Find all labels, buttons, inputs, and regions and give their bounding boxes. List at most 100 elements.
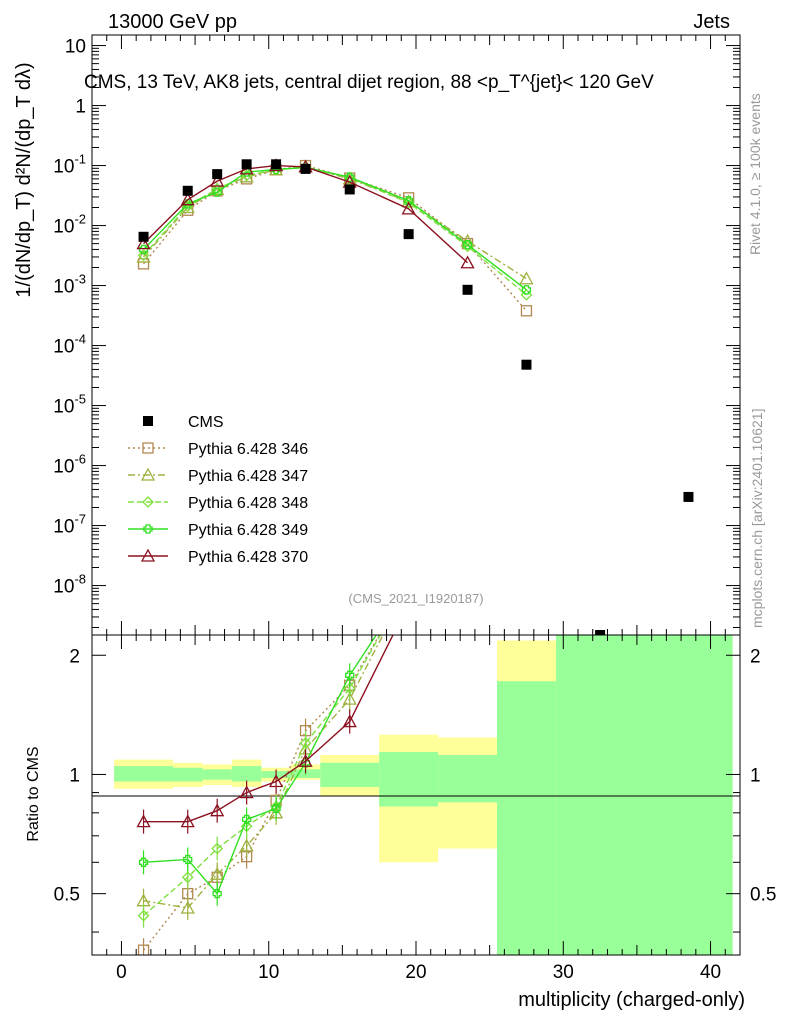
legend-label: Pythia 6.428 370: [188, 549, 308, 566]
cms-data-point: [182, 185, 193, 196]
y-tick-label: 10-2: [53, 212, 86, 238]
rivet-label-text: Rivet 4.1.0, ≥ 100k events: [747, 93, 763, 255]
series-marker: [239, 838, 254, 852]
series-marker: [180, 814, 195, 828]
ratio-y-tick-label-right: 2: [750, 646, 761, 667]
series-marker: [143, 524, 153, 534]
series-pythia-6-428-348: [137, 161, 533, 301]
header-left: 13000 GeV pp: [108, 11, 237, 33]
series-marker: [211, 842, 224, 855]
series-marker: [181, 871, 194, 884]
main-title: CMS, 13 TeV, AK8 jets, central dijet reg…: [84, 72, 654, 93]
main-plot-panel: 10-8 10-7 10-6 10-5 10-4 10-3 10-2 10-1 1 10 CMS,…: [53, 34, 741, 640]
series-marker: [241, 814, 252, 825]
y-tick-label: 10-1: [53, 152, 86, 178]
series-marker: [345, 670, 355, 680]
cms-data-point: [143, 416, 153, 426]
band-inner: [379, 751, 439, 807]
band-inner: [497, 681, 556, 955]
ratio-y-tick-label-right: 1: [750, 765, 761, 786]
ratio-y-tick-label: 1: [69, 765, 80, 786]
cms-data-layer: [138, 159, 694, 640]
ratio-line: [143, 635, 378, 895]
series-marker: [343, 682, 356, 695]
y-tick-label: 10-7: [53, 512, 86, 538]
y-tick-label: 10-5: [53, 392, 86, 418]
series-marker: [138, 244, 149, 255]
series-marker: [138, 857, 149, 867]
rivet-label: Rivet 4.1.0, ≥ 100k events: [747, 93, 763, 255]
main-series-layer: [136, 158, 534, 317]
legend-label: CMS: [188, 414, 224, 431]
series-marker: [460, 255, 475, 269]
series-marker: [402, 196, 415, 209]
band-inner: [320, 762, 380, 787]
series-marker: [183, 854, 193, 865]
series-marker: [342, 714, 357, 728]
mcplots-label-text: mcplots.cern.ch [arXiv:2401.10621]: [749, 409, 765, 628]
header-right: Jets: [693, 11, 730, 33]
series-marker: [140, 548, 156, 562]
main-y-axis-label-text: 1/(dN/dp_T) d²N/(dp_T dλ): [13, 62, 35, 297]
x-tick-label: 40: [700, 962, 721, 983]
analysis-reference: (CMS_2021_I1920187): [348, 591, 483, 606]
series-marker: [211, 182, 224, 195]
series-line: [143, 166, 527, 280]
cms-data-point: [683, 491, 694, 502]
series-marker: [212, 187, 222, 197]
y-tick-label: 10-4: [53, 332, 86, 358]
series-marker: [461, 240, 474, 253]
series-marker: [268, 774, 284, 788]
ratio-series-pythia-6-428-347: [136, 635, 384, 921]
ratio-y-tick-label: 0.5: [54, 885, 80, 906]
main-x-ticks: [106, 35, 726, 635]
cms-uncertainty-bands: [114, 635, 733, 955]
x-tick-label: 20: [405, 962, 426, 983]
x-tick-label: 0: [116, 962, 127, 983]
series-marker: [136, 814, 151, 828]
ratio-series-pythia-6-428-370: [136, 635, 394, 834]
band-inner: [438, 754, 497, 803]
series-marker: [142, 496, 154, 508]
band-inner: [555, 635, 733, 955]
series-marker: [520, 305, 533, 317]
cms-data-point: [241, 159, 252, 170]
ratio-x-axis: 0 10 20 30 40: [106, 635, 726, 983]
y-tick-label: 10-6: [53, 452, 86, 478]
band-inner: [202, 769, 232, 780]
ratio-y-tick-label: 2: [69, 646, 80, 667]
cms-data-point: [521, 359, 532, 370]
series-marker: [271, 803, 281, 814]
series-marker: [519, 271, 534, 285]
cms-data-point: [403, 229, 414, 240]
ratio-y-tick-label-right: 0.5: [750, 885, 776, 906]
legend: CMS Pythia 6.428 346 Pythia 6.428 347 Pythi…: [128, 414, 308, 566]
cms-data-point: [271, 159, 282, 170]
series-marker: [142, 442, 154, 454]
series-marker: [401, 201, 416, 215]
ratio-series-pythia-6-428-349: [138, 635, 378, 906]
y-tick-label: 1: [75, 97, 86, 118]
cms-data-point: [300, 163, 311, 174]
cms-data-point: [462, 284, 473, 295]
series-marker: [137, 249, 150, 262]
cms-data-point: [138, 231, 149, 242]
ratio-y-axis-label: Ratio to CMS: [25, 746, 42, 841]
ratio-y-axis: 0.5 0.5 1 1 2 2: [54, 646, 776, 933]
mcplots-label: mcplots.cern.ch [arXiv:2401.10621]: [749, 409, 765, 628]
series-marker: [521, 285, 532, 295]
ratio-y-axis-label-text: Ratio to CMS: [25, 746, 42, 841]
y-tick-label: 10-3: [53, 272, 86, 298]
series-line: [143, 166, 527, 296]
ratio-line: [143, 635, 382, 917]
series-pythia-6-428-349: [138, 162, 532, 295]
series-marker: [462, 240, 473, 250]
x-axis-label: multiplicity (charged-only): [518, 989, 745, 1011]
y-tick-label: 10-8: [53, 572, 86, 598]
series-marker: [299, 737, 312, 750]
series-marker: [137, 258, 150, 270]
series-marker: [137, 909, 150, 922]
cms-data-point: [212, 169, 223, 180]
x-tick-label: 10: [258, 962, 279, 983]
series-marker: [342, 691, 357, 705]
